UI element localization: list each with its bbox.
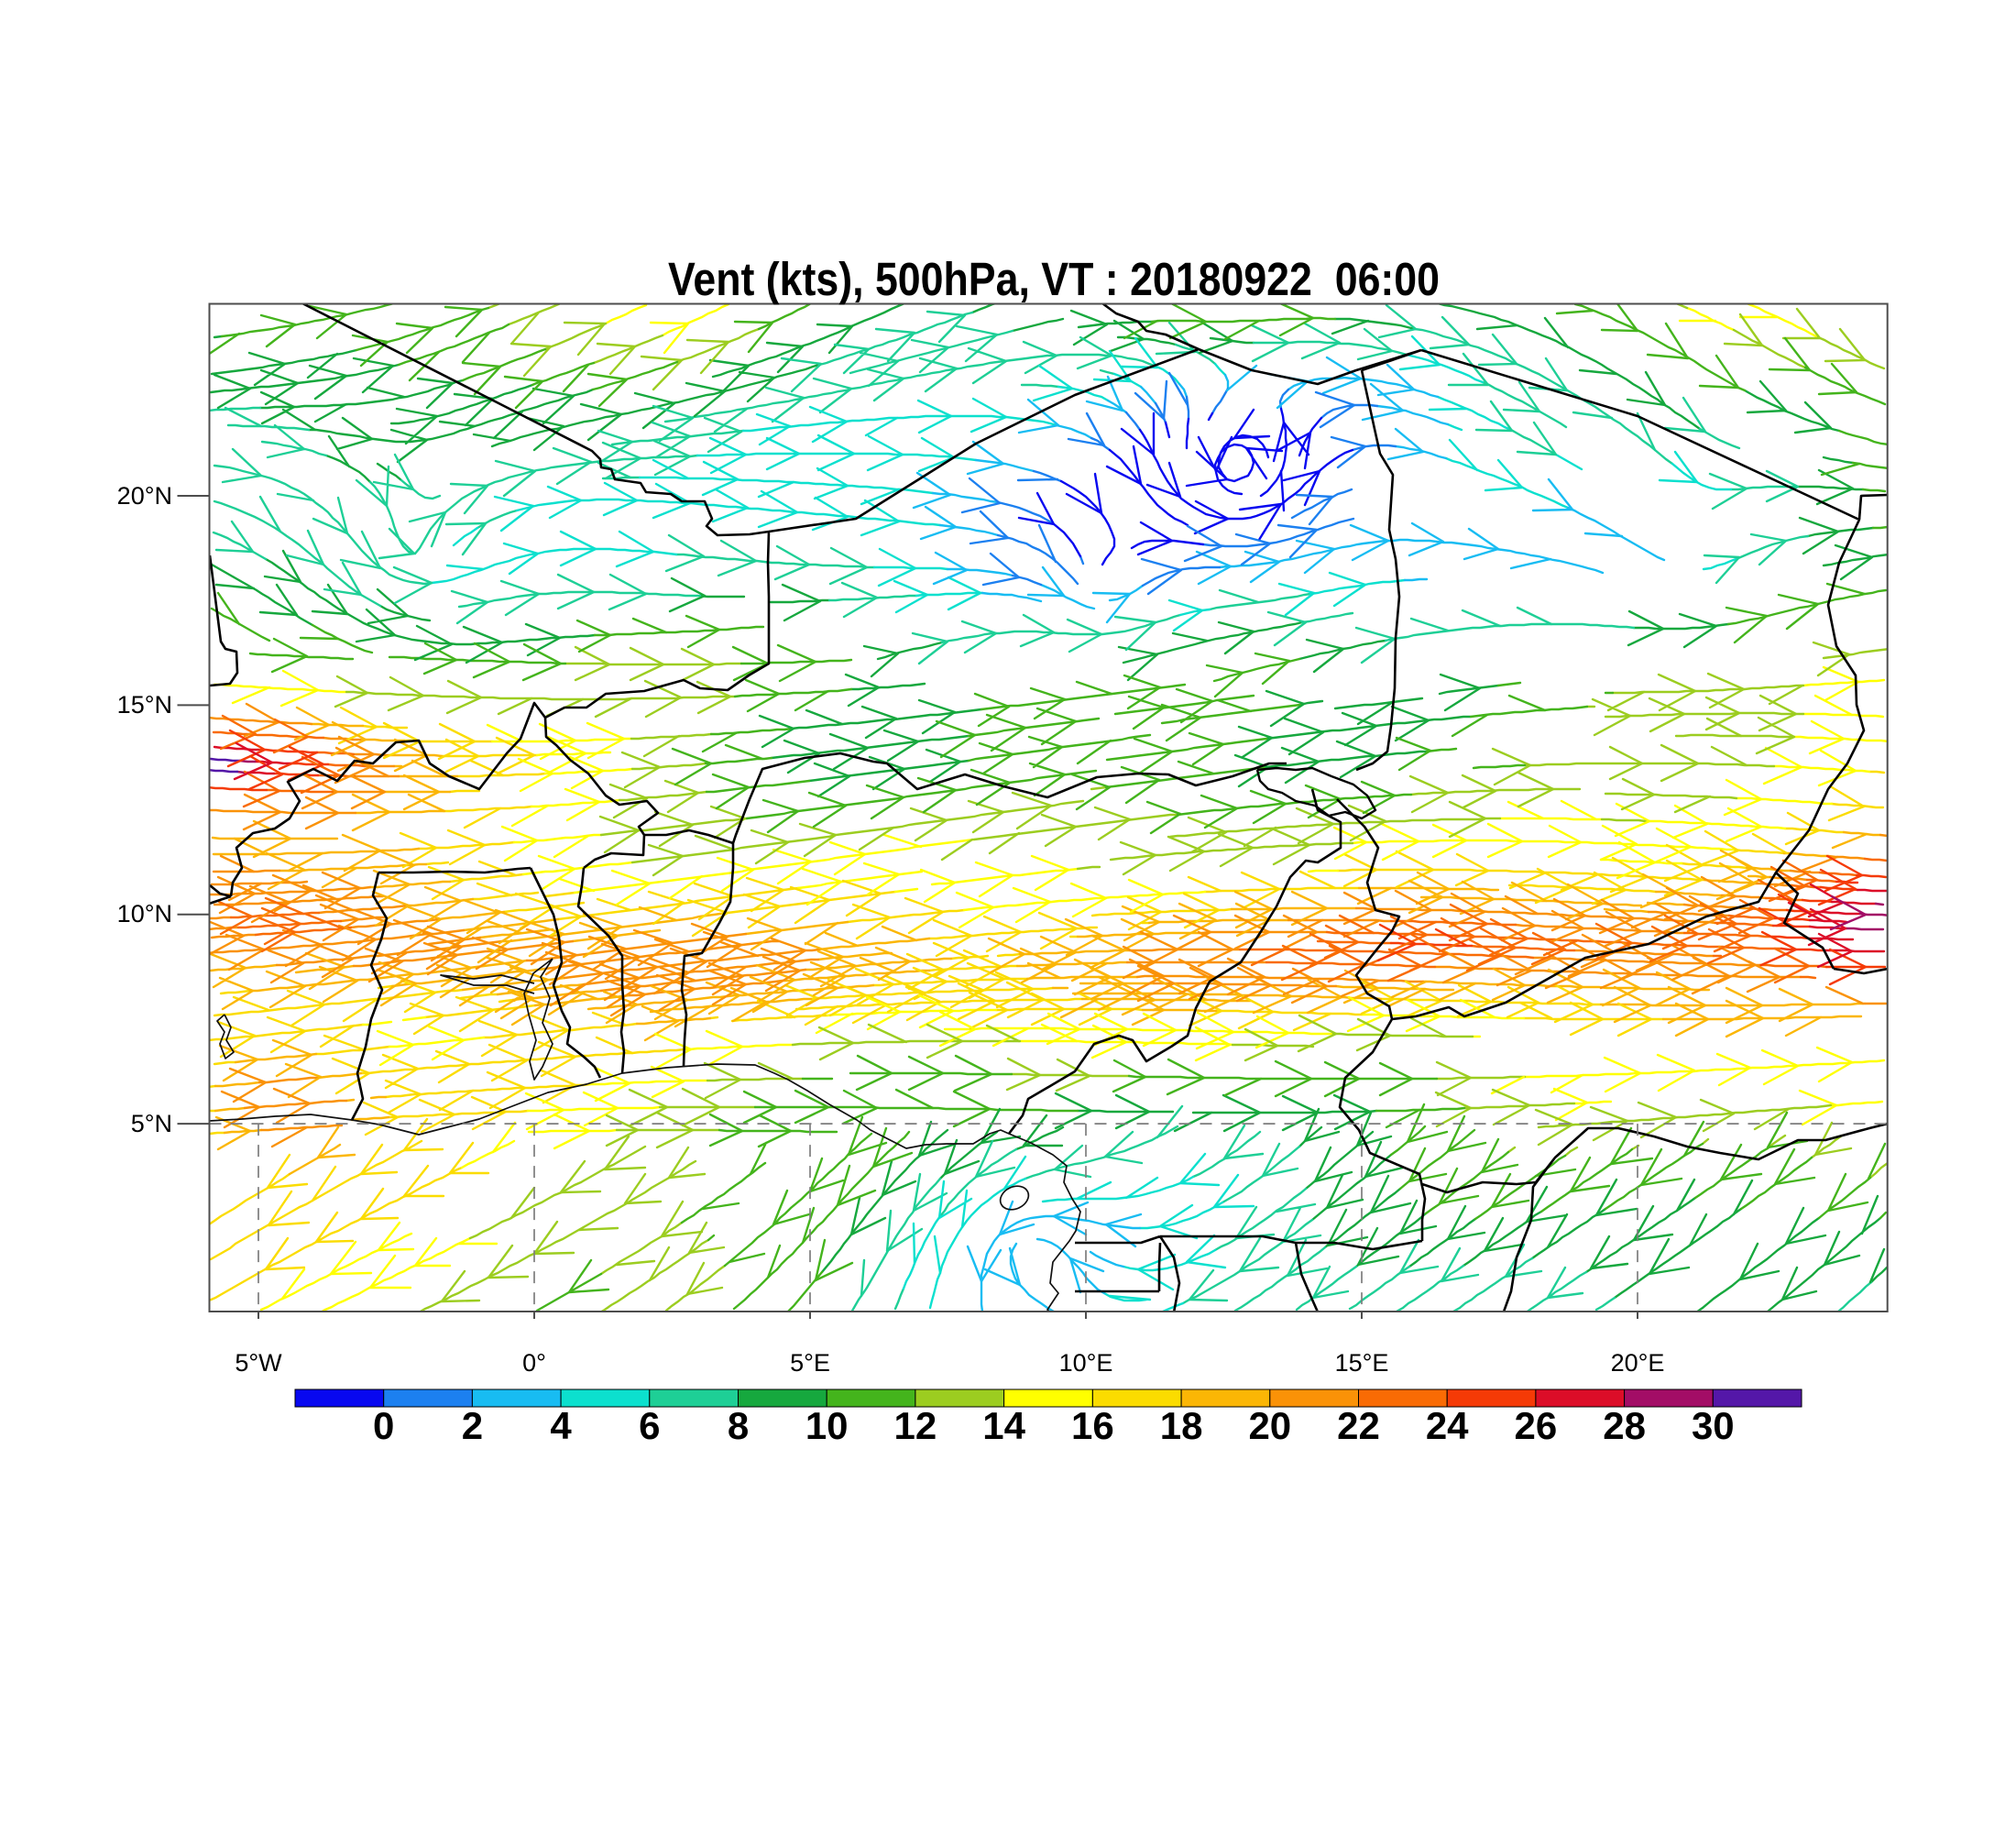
svg-text:20: 20 [1248,1404,1291,1447]
svg-text:15°E: 15°E [1335,1349,1389,1377]
svg-text:24: 24 [1426,1404,1469,1447]
svg-text:5°E: 5°E [790,1349,830,1377]
svg-text:5°N: 5°N [131,1110,172,1137]
svg-text:10°N: 10°N [117,900,172,927]
svg-text:30: 30 [1692,1404,1735,1447]
svg-text:18: 18 [1160,1404,1203,1447]
svg-text:10: 10 [805,1404,849,1447]
svg-text:Vent (kts), 500hPa, VT : 20180: Vent (kts), 500hPa, VT : 20180922 06:00 [668,253,1440,305]
svg-text:16: 16 [1071,1404,1114,1447]
svg-text:5°W: 5°W [235,1349,282,1377]
svg-text:8: 8 [728,1404,749,1447]
svg-text:4: 4 [550,1404,572,1447]
svg-text:26: 26 [1515,1404,1558,1447]
svg-text:20°E: 20°E [1611,1349,1665,1377]
svg-text:15°N: 15°N [117,691,172,719]
svg-text:2: 2 [462,1404,483,1447]
svg-text:20°N: 20°N [117,482,172,510]
svg-text:0°: 0° [522,1349,546,1377]
svg-text:22: 22 [1337,1404,1380,1447]
svg-text:10°E: 10°E [1059,1349,1113,1377]
svg-text:14: 14 [982,1404,1025,1447]
svg-text:0: 0 [373,1404,394,1447]
svg-text:12: 12 [894,1404,937,1447]
svg-text:6: 6 [639,1404,660,1447]
svg-text:28: 28 [1603,1404,1646,1447]
